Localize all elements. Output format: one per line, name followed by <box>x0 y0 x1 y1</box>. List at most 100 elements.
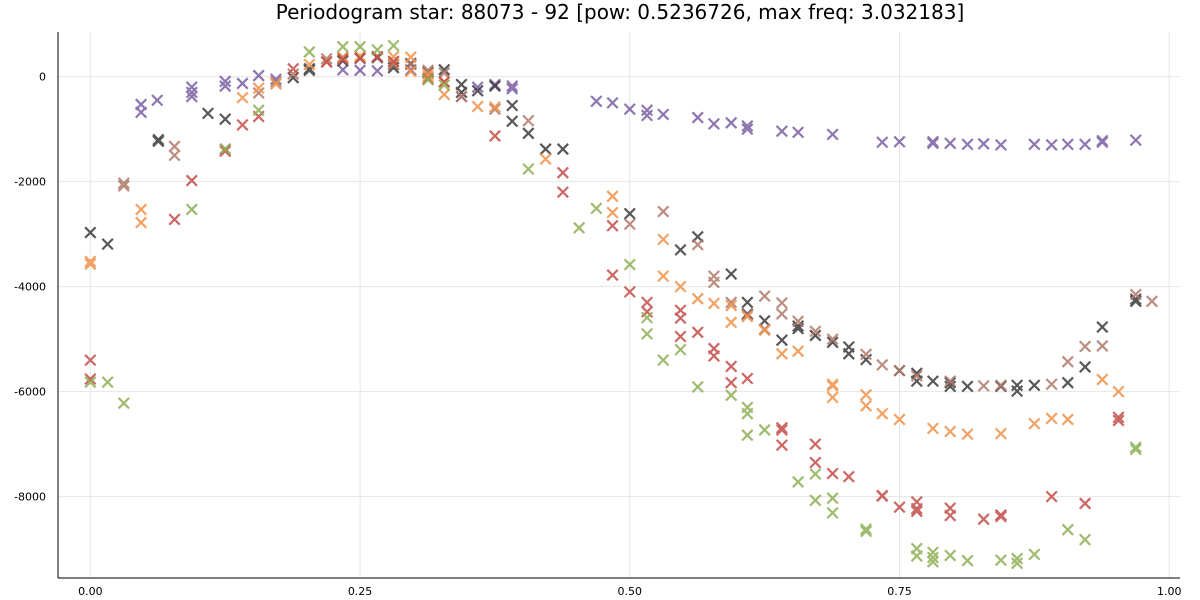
data-point <box>336 51 349 64</box>
data-point <box>691 111 704 124</box>
data-point <box>1129 443 1142 456</box>
data-point <box>354 64 367 77</box>
data-point <box>994 508 1007 522</box>
data-point <box>1096 339 1109 353</box>
data-point <box>691 380 704 393</box>
data-point <box>219 80 232 93</box>
data-point <box>1061 355 1074 368</box>
data-point <box>1011 557 1024 570</box>
data-point <box>741 407 754 420</box>
data-point <box>1011 552 1024 565</box>
data-point <box>623 258 636 271</box>
data-point <box>944 375 957 388</box>
data-point <box>792 315 805 328</box>
data-point <box>741 429 754 442</box>
data-point <box>506 115 519 128</box>
data-point <box>860 388 873 401</box>
data-point <box>606 269 619 282</box>
data-point <box>826 333 839 346</box>
data-point <box>775 423 788 437</box>
data-point <box>926 422 939 435</box>
data-point <box>674 280 687 293</box>
data-point <box>725 376 738 389</box>
data-point <box>910 502 923 515</box>
data-point <box>219 145 232 158</box>
data-point <box>1079 138 1092 151</box>
data-point <box>252 69 265 82</box>
data-point <box>488 78 501 91</box>
data-point <box>269 75 282 88</box>
data-point <box>522 127 535 140</box>
data-point <box>657 233 670 246</box>
data-point <box>809 325 822 338</box>
data-point <box>944 509 957 522</box>
data-point <box>775 296 788 309</box>
data-point <box>168 149 181 162</box>
data-point <box>606 190 619 203</box>
data-point <box>775 439 788 452</box>
data-point <box>236 91 249 104</box>
x-tick-label: 0.25 <box>348 585 373 598</box>
data-point <box>707 297 720 310</box>
data-point <box>135 98 148 111</box>
data-point <box>539 152 552 166</box>
data-point <box>623 285 636 298</box>
data-point <box>1112 411 1125 424</box>
data-point <box>606 219 619 232</box>
data-point <box>336 54 349 67</box>
data-point <box>152 135 165 148</box>
data-point <box>455 78 468 91</box>
data-point <box>1112 385 1125 398</box>
data-point <box>775 125 788 138</box>
data-point <box>488 103 501 116</box>
data-point <box>893 501 906 514</box>
data-point <box>741 308 754 322</box>
data-point <box>371 43 384 56</box>
data-point <box>926 551 939 564</box>
series-5 <box>84 50 1125 526</box>
data-point <box>691 230 704 243</box>
data-point <box>725 296 738 309</box>
data-point <box>775 421 788 434</box>
data-point <box>860 399 873 412</box>
data-point <box>809 329 822 342</box>
y-tick-label: 0 <box>39 71 46 84</box>
data-point <box>1079 497 1092 510</box>
data-point <box>758 290 771 303</box>
data-point <box>910 505 923 518</box>
series-1 <box>135 63 1142 151</box>
data-point <box>387 55 400 68</box>
data-point <box>707 349 720 362</box>
data-point <box>691 292 704 305</box>
data-point <box>556 143 569 156</box>
data-point <box>438 88 451 101</box>
x-tick-label: 1.00 <box>1157 585 1182 598</box>
data-point <box>506 82 519 95</box>
data-point <box>809 456 822 469</box>
data-point <box>977 379 990 392</box>
data-point <box>101 238 114 251</box>
data-point <box>471 81 484 94</box>
data-point <box>117 397 130 410</box>
data-point <box>573 221 586 234</box>
data-point <box>809 438 822 451</box>
y-tick-labels: 0 -2000 -4000 -6000 -8000 <box>14 71 46 504</box>
data-point <box>842 470 855 483</box>
data-point <box>775 307 788 320</box>
data-point <box>623 218 636 231</box>
data-point <box>151 94 164 107</box>
data-point <box>236 77 249 90</box>
data-point <box>876 136 889 149</box>
data-point <box>623 207 636 220</box>
data-point <box>792 475 805 488</box>
data-point <box>101 376 114 389</box>
data-point <box>1112 414 1125 427</box>
data-point <box>1079 533 1092 546</box>
data-point <box>741 310 754 323</box>
data-point <box>657 354 670 367</box>
data-point <box>674 243 687 256</box>
data-point <box>84 354 97 367</box>
x-tick-label: 0.50 <box>618 585 643 598</box>
data-point <box>168 140 181 153</box>
data-point <box>471 84 484 97</box>
